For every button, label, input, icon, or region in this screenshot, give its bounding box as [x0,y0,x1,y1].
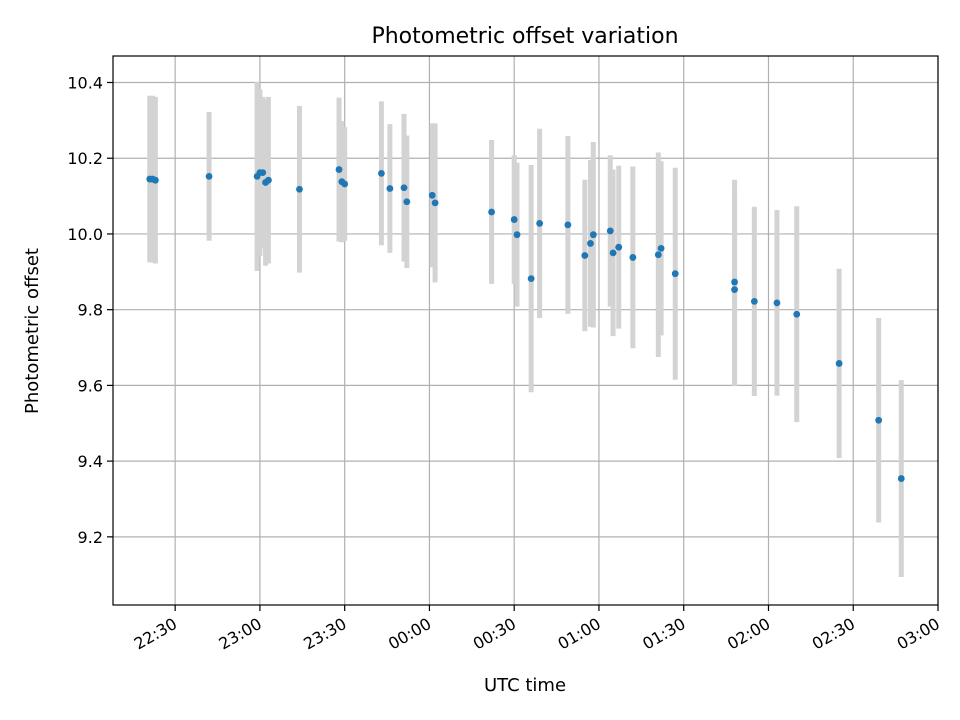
data-point [657,244,665,252]
data-point [378,169,385,177]
x-tick-label: 01:00 [555,614,604,654]
data-point [609,249,617,257]
data-point [731,278,738,286]
x-tick-label: 00:30 [470,614,519,654]
data-point [773,299,781,307]
y-tick-label: 9.2 [78,528,103,547]
data-point [615,243,623,251]
chart-title: Photometric offset variation [371,24,678,49]
data-point [296,185,303,193]
y-axis: 9.2 9.4 9.6 9.8 10.0 10.2 10.4 [67,74,113,547]
x-tick-label: 23:30 [300,614,349,654]
data-point [606,227,614,235]
data-point [400,184,408,192]
data-point [510,216,518,223]
data-point [536,219,544,227]
data-point [259,169,267,177]
data-point [564,221,572,229]
x-axis: 22:30 23:00 23:30 00:00 00:30 01:00 01:30 02:00… [131,605,943,654]
x-tick-label: 00:00 [385,614,434,654]
data-point [793,310,801,318]
x-tick-label: 22:30 [131,614,180,654]
data-point [151,176,159,184]
y-tick-label: 10.0 [67,225,103,244]
y-tick-label: 10.2 [67,149,103,168]
data-point [875,416,883,424]
data-point [431,199,439,207]
y-tick-label: 10.4 [67,74,103,93]
data-point [654,251,662,259]
y-tick-label: 9.6 [78,376,103,395]
x-tick-label: 02:30 [809,614,858,654]
data-point [386,185,394,192]
grid [113,56,939,605]
error-bars [147,81,904,577]
data-point [428,191,436,199]
y-tick-label: 9.8 [78,301,103,320]
data-point [835,360,843,367]
data-point [731,286,738,294]
data-point [205,173,213,180]
data-point [589,231,597,239]
y-axis-label: Photometric offset [22,248,43,414]
data-point [629,254,637,261]
data-point [581,252,589,259]
data-point [341,180,349,188]
data-point [750,297,758,305]
data-point [527,275,535,283]
plot-frame [112,55,939,606]
x-axis-label: UTC time [484,675,566,696]
data-point [264,176,272,184]
x-tick-label: 23:00 [215,614,264,654]
x-tick-label: 01:30 [639,614,688,654]
data-points [146,166,905,482]
data-point [488,208,495,216]
data-point [671,270,679,278]
y-tick-label: 9.4 [78,452,103,471]
data-point [587,240,594,247]
data-point [897,475,905,482]
data-point [513,231,521,239]
data-point [403,198,411,206]
x-tick-label: 02:00 [724,614,773,654]
x-tick-label: 03:00 [894,614,943,654]
data-point [335,166,343,173]
